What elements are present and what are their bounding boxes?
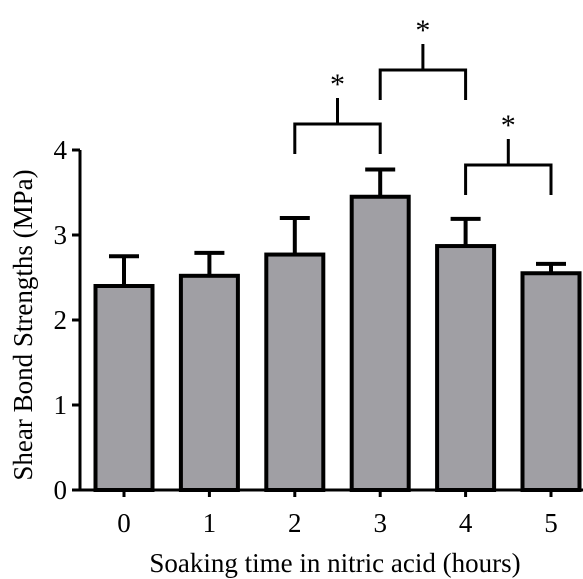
y-axis-title: Shear Bond Strengths (MPa)	[8, 169, 38, 480]
x-tick-label: 5	[544, 508, 558, 538]
x-axis-title: Soaking time in nitric acid (hours)	[149, 548, 520, 578]
bar-5	[520, 271, 582, 492]
x-tick-label: 2	[288, 508, 302, 538]
x-tick-label: 4	[459, 508, 473, 538]
error-bar-0	[109, 254, 139, 286]
y-tick-label: 0	[54, 475, 68, 505]
x-tick-label: 3	[373, 508, 387, 538]
significance-bracket: *	[378, 14, 468, 100]
significance-star: *	[501, 109, 516, 142]
x-tick-label: 0	[117, 508, 131, 538]
y-ticks-layer: 0 1 2 3 4	[54, 135, 80, 505]
bar-3	[349, 194, 411, 492]
significance-layer: * * *	[293, 14, 553, 195]
error-bar-5	[536, 261, 566, 274]
y-tick-label: 3	[54, 220, 68, 250]
bar-1	[178, 273, 240, 492]
y-tick-label: 4	[54, 135, 68, 165]
bar-2	[264, 252, 326, 492]
bar-4	[435, 244, 497, 492]
bars-layer	[93, 194, 582, 492]
significance-star: *	[330, 68, 345, 101]
x-ticks-layer: 0 1 2 3 4 5	[117, 490, 558, 538]
bar-0	[93, 284, 155, 492]
y-tick-label: 1	[54, 390, 68, 420]
error-bars-layer	[109, 167, 566, 286]
error-bar-3	[365, 167, 396, 197]
significance-bracket: *	[464, 109, 553, 195]
significance-bracket: *	[293, 68, 382, 154]
error-bar-4	[450, 216, 481, 247]
y-tick-label: 2	[54, 305, 68, 335]
significance-star: *	[415, 14, 430, 47]
error-bar-2	[279, 216, 310, 255]
x-tick-label: 1	[203, 508, 217, 538]
error-bar-1	[194, 250, 225, 276]
